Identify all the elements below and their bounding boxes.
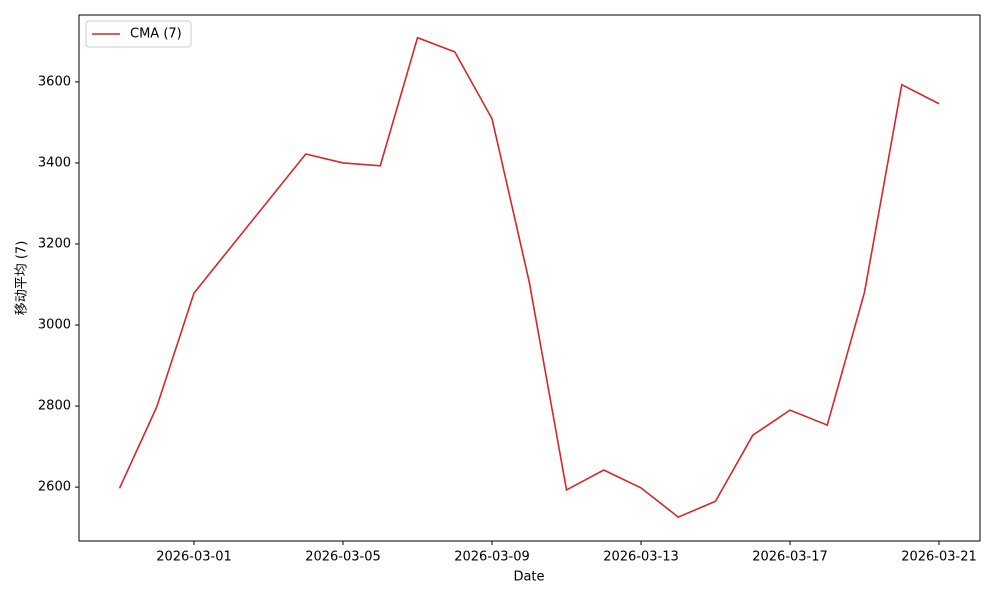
x-tick-label: 2026-03-17	[752, 550, 828, 565]
y-tick-label: 3400	[38, 155, 71, 170]
y-tick-label: 3000	[38, 318, 71, 333]
legend-box	[85, 20, 192, 48]
y-tick-label: 3200	[38, 236, 71, 251]
plot-frame	[78, 14, 981, 542]
x-tick-label: 2026-03-13	[603, 550, 679, 565]
y-axis-label: 移动平均 (7)	[15, 241, 30, 316]
data-line	[118, 36, 940, 519]
y-tick-label: 2800	[38, 399, 71, 414]
y-tick-label: 3600	[38, 74, 71, 89]
x-tick-label: 2026-03-05	[305, 550, 381, 565]
legend-label: CMA (7)	[130, 27, 182, 42]
x-tick-label: 2026-03-21	[901, 550, 977, 565]
x-tick-label: 2026-03-01	[156, 550, 232, 565]
x-axis-label: Date	[513, 570, 544, 585]
x-tick-label: 2026-03-09	[454, 550, 530, 565]
y-tick-label: 2600	[38, 480, 71, 495]
